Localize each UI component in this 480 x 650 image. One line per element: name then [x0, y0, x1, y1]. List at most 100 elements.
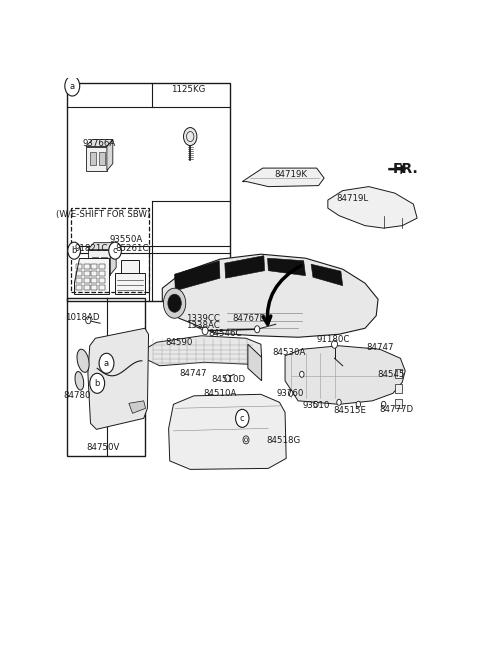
Circle shape: [288, 390, 293, 396]
Polygon shape: [88, 328, 148, 430]
Circle shape: [99, 354, 114, 373]
Text: 84590: 84590: [165, 338, 193, 346]
Ellipse shape: [77, 349, 89, 372]
Text: 84747: 84747: [180, 369, 207, 378]
Polygon shape: [225, 255, 264, 278]
Circle shape: [68, 242, 81, 259]
Circle shape: [356, 401, 360, 408]
Bar: [91, 278, 97, 283]
Circle shape: [314, 401, 318, 408]
Text: 1125KG: 1125KG: [171, 84, 205, 94]
Polygon shape: [175, 261, 220, 291]
Circle shape: [202, 327, 208, 335]
Bar: [99, 264, 105, 269]
Text: 84546C: 84546C: [209, 329, 242, 338]
Text: FR.: FR.: [393, 162, 419, 176]
Text: 85261C: 85261C: [116, 244, 149, 253]
Text: 84719L: 84719L: [336, 194, 368, 203]
Bar: [76, 264, 83, 269]
Circle shape: [163, 288, 186, 318]
Text: 84518G: 84518G: [266, 436, 300, 445]
Text: a: a: [70, 81, 75, 90]
Text: b: b: [72, 246, 77, 255]
Polygon shape: [88, 242, 116, 250]
Circle shape: [236, 410, 249, 427]
Circle shape: [332, 340, 337, 348]
Text: 84515E: 84515E: [333, 406, 366, 415]
Text: a: a: [104, 359, 109, 368]
Polygon shape: [110, 242, 116, 275]
Polygon shape: [86, 140, 113, 146]
Text: 84780: 84780: [63, 391, 91, 400]
Bar: [71, 208, 148, 292]
Polygon shape: [267, 258, 305, 276]
Bar: [86, 146, 107, 170]
Bar: [76, 285, 83, 290]
Bar: [395, 384, 402, 393]
Bar: [76, 271, 83, 276]
Bar: [99, 278, 105, 283]
Polygon shape: [129, 401, 145, 413]
Polygon shape: [248, 344, 262, 381]
Bar: [84, 278, 90, 283]
Bar: [88, 250, 110, 275]
Text: b: b: [95, 379, 100, 388]
Polygon shape: [168, 395, 286, 469]
Bar: [76, 278, 83, 283]
Bar: [67, 83, 230, 301]
Text: 1018AD: 1018AD: [65, 313, 99, 322]
Circle shape: [65, 76, 80, 96]
Circle shape: [337, 399, 341, 406]
Text: 91821C: 91821C: [74, 244, 108, 253]
Bar: [120, 260, 139, 275]
Text: 84750V: 84750V: [86, 443, 120, 452]
Text: 84719K: 84719K: [274, 170, 307, 179]
Bar: [395, 369, 402, 378]
Polygon shape: [145, 336, 262, 366]
Bar: [395, 399, 402, 408]
Circle shape: [109, 242, 121, 259]
Bar: [99, 271, 105, 276]
Bar: [115, 273, 145, 294]
Circle shape: [168, 294, 181, 312]
Bar: [99, 151, 105, 164]
Circle shape: [90, 373, 105, 393]
Text: 1339CC: 1339CC: [186, 314, 220, 323]
Text: 84510A: 84510A: [203, 389, 237, 398]
Circle shape: [85, 317, 91, 324]
Circle shape: [382, 401, 386, 408]
Text: (W/E-SHIFT FOR SBW): (W/E-SHIFT FOR SBW): [56, 210, 150, 219]
Circle shape: [225, 375, 230, 382]
Text: 93760: 93760: [277, 389, 304, 398]
Polygon shape: [311, 264, 343, 286]
Text: 84777D: 84777D: [380, 405, 414, 414]
Text: c: c: [113, 246, 118, 255]
Text: 84545: 84545: [377, 370, 405, 379]
Text: 84767D: 84767D: [233, 314, 267, 323]
Text: 1338AC: 1338AC: [186, 321, 220, 330]
Bar: [90, 151, 96, 164]
Bar: [101, 257, 107, 268]
Text: 91180C: 91180C: [317, 335, 350, 344]
Bar: [84, 271, 90, 276]
Polygon shape: [242, 168, 324, 187]
Text: 93510: 93510: [302, 401, 330, 410]
Polygon shape: [328, 187, 417, 228]
Text: 84510D: 84510D: [211, 375, 245, 384]
Text: 93766A: 93766A: [83, 138, 116, 148]
Text: 84530A: 84530A: [272, 348, 305, 357]
Bar: [67, 298, 145, 456]
Bar: [99, 285, 105, 290]
Text: 84747: 84747: [366, 343, 394, 352]
Bar: [84, 285, 90, 290]
Ellipse shape: [75, 372, 84, 390]
Polygon shape: [388, 164, 406, 174]
Bar: [91, 271, 97, 276]
Bar: [84, 264, 90, 269]
Polygon shape: [107, 140, 113, 170]
Circle shape: [254, 326, 260, 333]
Bar: [91, 285, 97, 290]
Bar: [91, 264, 97, 269]
Circle shape: [300, 371, 304, 377]
Circle shape: [243, 436, 249, 444]
